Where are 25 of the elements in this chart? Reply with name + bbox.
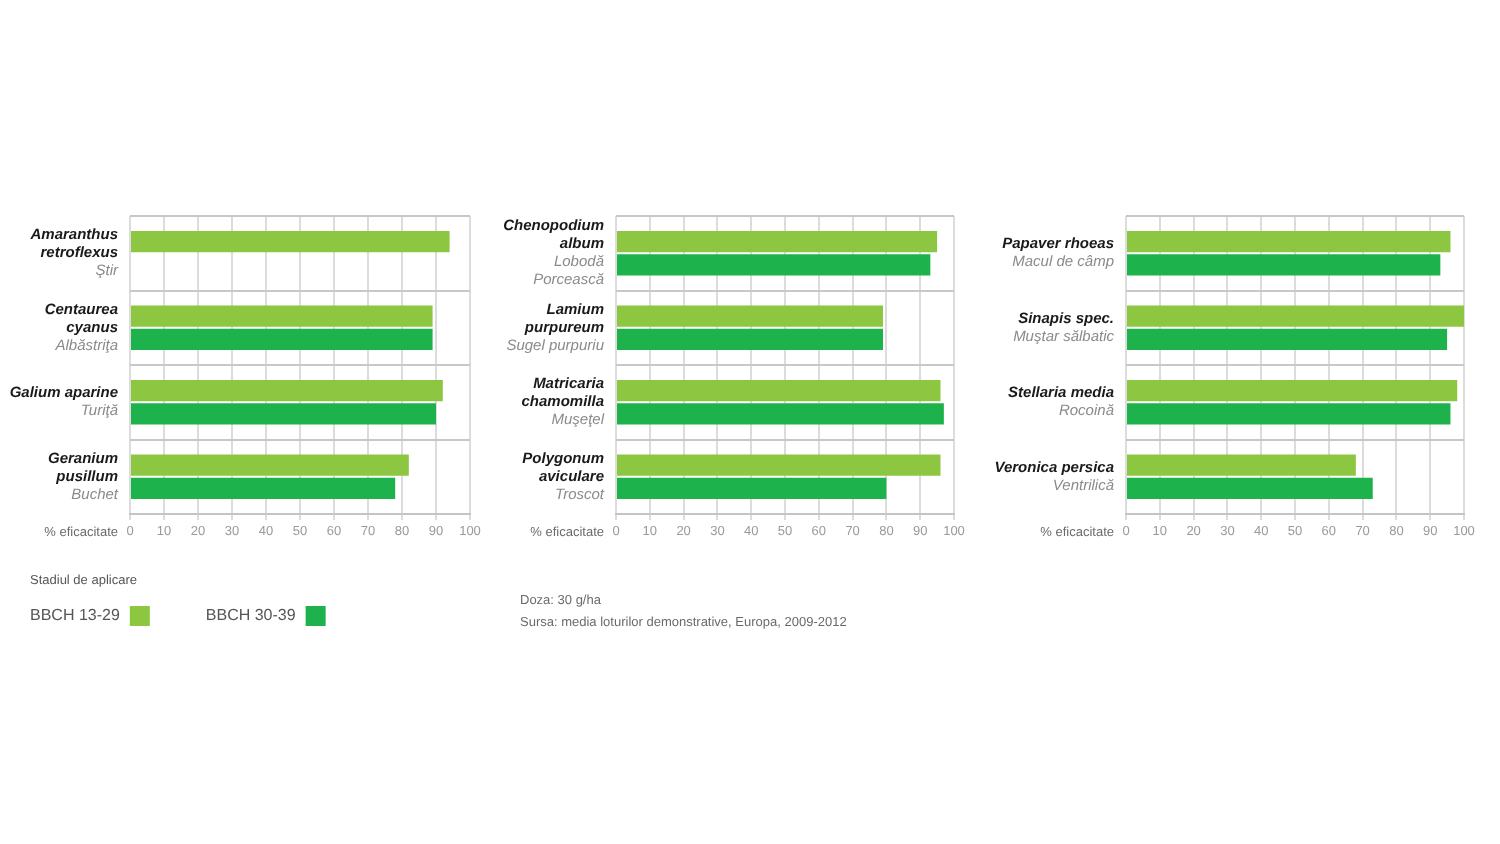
bar [131,403,436,425]
legend-label: BBCH 30-39 [205,606,297,625]
bar [131,477,396,499]
bar [617,254,931,276]
bar [131,454,409,476]
bar [617,305,884,327]
bar [617,380,941,402]
bar [1127,328,1448,350]
bar [617,328,884,350]
bar [131,231,450,253]
bar [131,328,433,350]
bar [1127,254,1441,276]
bar [1127,454,1356,476]
bar [1127,305,1464,327]
bar [1127,231,1451,253]
bar [617,477,887,499]
bar [617,231,938,253]
bar [617,454,941,476]
bar [1127,403,1451,425]
bar [1127,477,1373,499]
bar [1127,380,1458,402]
bar [131,305,433,327]
bar [617,403,944,425]
legend-label: BBCH 13-29 [30,606,121,625]
bar [131,380,443,402]
